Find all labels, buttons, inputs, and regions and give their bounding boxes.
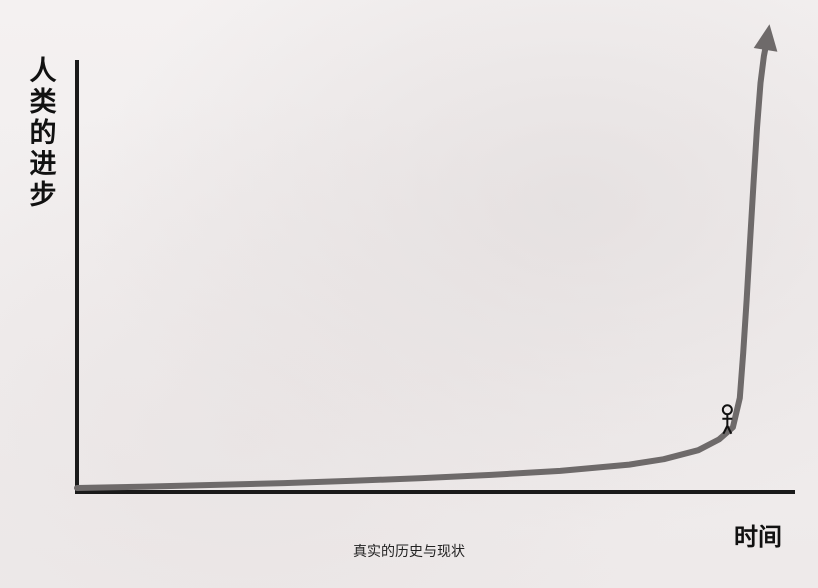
stick-figure-head xyxy=(721,404,733,416)
y-axis-label-char: 类 xyxy=(29,87,57,118)
stick-figure-icon xyxy=(721,404,733,435)
series-line xyxy=(74,35,771,491)
series-arrowhead xyxy=(753,24,778,52)
y-axis-label-char: 步 xyxy=(29,180,57,211)
y-axis-label-char: 的 xyxy=(29,118,57,149)
y-axis-label-char: 进 xyxy=(29,149,57,180)
y-axis-label-char: 人 xyxy=(29,56,57,87)
chart-axes xyxy=(75,60,795,494)
y-axis-label: 人类的进步 xyxy=(26,56,60,211)
chart-series xyxy=(74,24,778,491)
figure-caption: 真实的历史与现状 xyxy=(353,544,465,560)
stick-figure-leg-left xyxy=(722,425,729,435)
stick-figure-leg-right xyxy=(726,425,733,435)
x-axis-label: 时间 xyxy=(734,523,782,551)
